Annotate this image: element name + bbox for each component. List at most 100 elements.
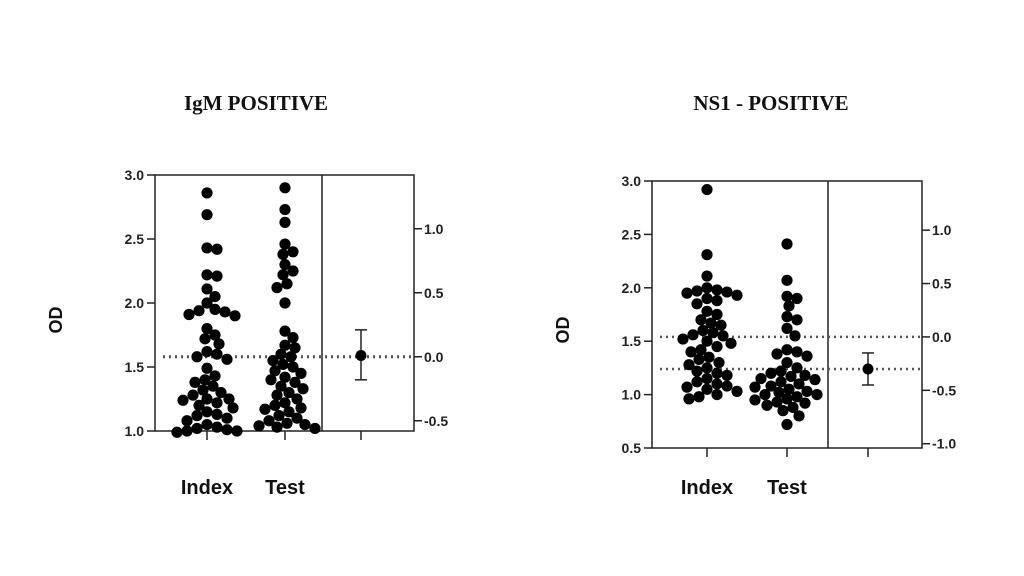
data-point-index bbox=[701, 249, 713, 261]
data-point-test bbox=[269, 365, 281, 377]
data-point-index bbox=[707, 327, 719, 339]
data-point-test bbox=[781, 356, 793, 369]
data-point-index bbox=[715, 319, 727, 331]
data-point-test bbox=[793, 410, 805, 422]
data-point-test bbox=[281, 278, 293, 290]
data-point-index bbox=[701, 335, 713, 347]
data-point-test bbox=[773, 386, 785, 399]
data-point-index bbox=[701, 282, 713, 294]
data-point-index bbox=[221, 412, 233, 424]
data-point-test bbox=[279, 259, 291, 271]
data-point-test bbox=[781, 274, 793, 286]
data-point-index bbox=[191, 422, 203, 435]
data-point-test bbox=[775, 365, 787, 377]
data-point-index bbox=[687, 329, 699, 341]
data-point-test bbox=[279, 203, 291, 216]
data-point-index bbox=[209, 303, 221, 315]
data-point-index bbox=[207, 380, 219, 392]
x-category-label: Test bbox=[767, 477, 807, 499]
data-point-index bbox=[711, 367, 723, 379]
data-point-index bbox=[193, 399, 205, 411]
right-axis-tick-label: 0.5 bbox=[424, 285, 444, 301]
chart-1: IgM POSITIVE OD 1.0 1.5 2.0 2.5 3.0 -0.5 0.0 0.5 1… bbox=[46, 91, 448, 499]
data-point-test bbox=[781, 344, 793, 356]
data-point-test bbox=[277, 358, 289, 371]
right-axis-tick-label: 1.0 bbox=[932, 222, 952, 238]
y-tick-label: 1.0 bbox=[125, 423, 145, 439]
data-point-index bbox=[711, 378, 723, 390]
right-axis-tick-label: 0.0 bbox=[932, 329, 952, 345]
data-point-test bbox=[285, 351, 297, 363]
data-point-index bbox=[711, 284, 723, 296]
data-point-test bbox=[801, 350, 813, 362]
data-point-test bbox=[295, 402, 307, 414]
data-point-index bbox=[201, 362, 213, 374]
data-point-test bbox=[287, 361, 299, 373]
data-point-test bbox=[759, 389, 771, 401]
data-point-test bbox=[771, 348, 783, 360]
data-point-test bbox=[271, 389, 283, 401]
data-point-index bbox=[677, 333, 689, 345]
data-point-test bbox=[783, 300, 795, 312]
data-point-test bbox=[259, 403, 271, 415]
data-point-test bbox=[781, 238, 793, 250]
data-point-test bbox=[265, 374, 277, 386]
data-point-test bbox=[765, 380, 777, 392]
data-point-test bbox=[271, 282, 283, 294]
y-axis-label: OD bbox=[553, 316, 573, 343]
data-point-index bbox=[697, 324, 709, 337]
data-point-test bbox=[781, 393, 793, 405]
data-point-index bbox=[227, 402, 239, 414]
data-point-index bbox=[229, 310, 241, 322]
data-point-index bbox=[201, 406, 213, 418]
data-point-index bbox=[701, 305, 713, 317]
data-point-test bbox=[279, 339, 291, 351]
y-tick-label: 2.0 bbox=[125, 295, 145, 311]
data-point-test bbox=[279, 216, 291, 228]
data-point-index bbox=[691, 285, 703, 297]
data-point-test bbox=[277, 269, 289, 281]
data-point-test bbox=[777, 405, 789, 417]
data-point-index bbox=[731, 289, 743, 301]
data-point-index bbox=[201, 269, 213, 281]
data-point-index bbox=[681, 287, 693, 299]
x-category-label: Index bbox=[181, 477, 233, 499]
data-point-index bbox=[701, 372, 713, 385]
data-point-test bbox=[279, 238, 291, 250]
right-axis-tick-label: 0.5 bbox=[932, 276, 952, 292]
data-point-index bbox=[181, 425, 193, 437]
data-point-index bbox=[201, 393, 213, 405]
data-point-test bbox=[791, 346, 803, 358]
x-category-label: Test bbox=[265, 477, 305, 499]
data-point-index bbox=[181, 415, 193, 427]
mean-difference-point bbox=[355, 349, 367, 361]
data-point-index bbox=[701, 362, 713, 374]
data-point-test bbox=[809, 374, 821, 386]
data-point-test bbox=[287, 265, 299, 277]
data-point-index bbox=[721, 369, 733, 381]
right-axis-tick-label: 1.0 bbox=[424, 221, 444, 237]
y-tick-label: 0.5 bbox=[622, 440, 642, 456]
data-point-index bbox=[725, 337, 737, 349]
data-point-index bbox=[201, 209, 213, 221]
data-point-test bbox=[749, 381, 761, 393]
data-point-index bbox=[187, 389, 199, 401]
y-tick-label: 1.5 bbox=[125, 359, 145, 375]
data-point-index bbox=[191, 351, 203, 363]
data-point-test bbox=[775, 376, 787, 388]
data-point-index bbox=[731, 385, 743, 397]
data-point-index bbox=[713, 356, 725, 369]
data-point-test bbox=[291, 412, 303, 424]
data-point-index bbox=[213, 338, 225, 350]
data-point-index bbox=[209, 370, 221, 382]
data-point-index bbox=[177, 394, 189, 406]
data-point-test bbox=[263, 415, 275, 427]
data-point-index bbox=[721, 286, 733, 298]
data-point-index bbox=[221, 424, 233, 436]
data-point-index bbox=[711, 308, 723, 321]
data-point-test bbox=[279, 325, 291, 337]
data-point-index bbox=[201, 346, 213, 358]
data-point-index bbox=[221, 353, 233, 365]
data-point-index bbox=[171, 426, 183, 438]
y-tick-label: 2.5 bbox=[622, 226, 642, 242]
